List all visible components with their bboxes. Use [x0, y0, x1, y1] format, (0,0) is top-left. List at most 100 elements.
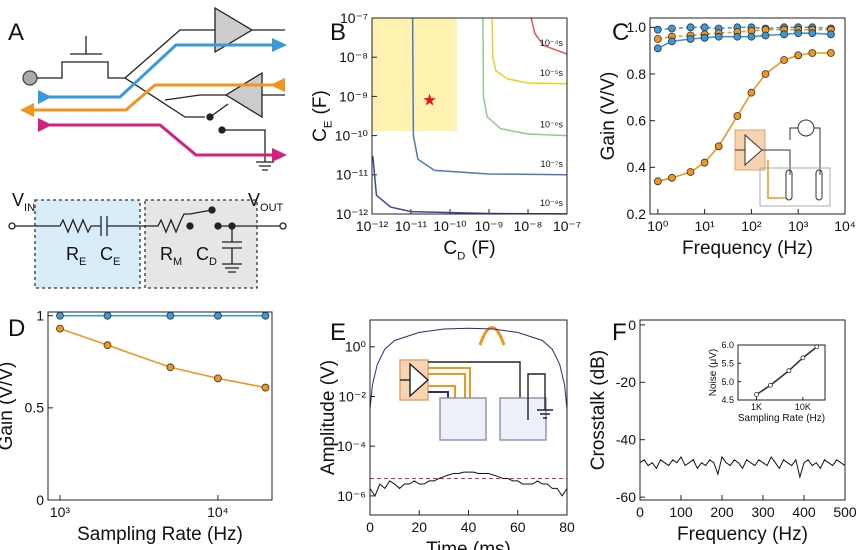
x-tick-label: 10⁻⁸: [514, 218, 543, 234]
marker: [761, 31, 770, 40]
label-sub: IN: [24, 202, 35, 214]
axis-label: Frequency (Hz): [682, 238, 813, 259]
marker: [808, 49, 817, 57]
panel-letter: E: [330, 319, 346, 346]
marker: [794, 29, 803, 38]
series-line: [657, 28, 831, 40]
x-tick-label: 10⁻⁷: [553, 218, 581, 234]
x-tick-label: 10⁻¹²: [356, 218, 389, 234]
marker: [103, 341, 112, 350]
axis-label: Sampling Rate (Hz): [738, 413, 825, 424]
contour-line: [482, 17, 568, 137]
inset-background: [738, 345, 825, 400]
marker: [714, 142, 723, 151]
label-sub: D: [209, 256, 217, 268]
marker: [768, 382, 773, 388]
y-tick-label: 10⁻⁷: [340, 10, 368, 26]
x-tick-label: 300: [751, 504, 775, 520]
contour-line: [530, 17, 568, 55]
axis-label: Noise (μV): [708, 349, 719, 396]
label-text: V: [248, 190, 260, 210]
series-line: [657, 32, 831, 50]
marker: [754, 392, 759, 397]
inset-icon-e: [399, 326, 553, 441]
marker: [794, 51, 803, 60]
marker: [733, 112, 742, 120]
series-line: [369, 471, 568, 497]
marker: [166, 311, 175, 320]
x-tick-label: 10³: [50, 504, 71, 520]
axes-frame: [737, 344, 826, 401]
x-tick-label: 10K: [795, 402, 811, 412]
axis-label-unit: (F): [310, 90, 331, 114]
inset-icon-c: [734, 119, 831, 207]
y-tick-label: 4.5: [721, 395, 734, 405]
marker: [700, 158, 709, 167]
contour-label: 10⁻⁸s: [540, 198, 564, 208]
marker: [808, 29, 817, 38]
shaded-region: [372, 18, 457, 132]
y-tick-label: 10⁻¹⁰: [335, 128, 369, 144]
marker: [261, 383, 270, 392]
marker: [668, 173, 676, 182]
contour-line: [491, 17, 568, 85]
label-text: R: [160, 244, 173, 264]
axis-label: CE (F): [310, 90, 335, 142]
panel-letter: C: [612, 19, 629, 46]
x-tick-label: 40: [461, 519, 477, 535]
marker: [827, 49, 835, 57]
marker: [653, 25, 662, 34]
x-tick-label: 10³: [788, 218, 809, 234]
marker: [103, 311, 112, 320]
y-tick-label: 10⁻⁶: [337, 488, 366, 504]
marker: [653, 177, 662, 186]
y-tick-label: 10⁻⁸: [339, 49, 368, 65]
axis-label: Amplitude (V): [318, 360, 339, 475]
c-e-label: CE: [100, 244, 120, 268]
label-text: C: [100, 244, 113, 264]
marker: [786, 368, 792, 374]
marker: [214, 311, 222, 320]
contour-line: [372, 156, 568, 215]
marker: [780, 30, 789, 39]
axis-label: Sampling Rate (Hz): [77, 524, 243, 545]
star-marker: [423, 93, 436, 106]
panel-letter: B: [330, 19, 346, 46]
x-tick-label: 400: [792, 504, 816, 520]
label-text: C: [196, 244, 209, 264]
x-tick-label: 10⁻⁹: [475, 218, 504, 234]
marker: [686, 23, 695, 32]
y-tick-label: 0.8: [627, 66, 647, 82]
marker: [56, 324, 64, 333]
contour-line: [411, 17, 568, 176]
r-m-label: RM: [160, 244, 182, 268]
y-tick-label: 5.0: [721, 377, 734, 387]
c-d-label: CD: [196, 244, 217, 268]
marker: [761, 70, 770, 78]
x-tick-label: 1K: [751, 402, 762, 412]
y-tick-label: 0.6: [627, 113, 647, 129]
axis-label: Gain (V/V): [0, 362, 17, 451]
panel-letter: F: [612, 319, 627, 346]
y-tick-label: 10⁻⁴: [337, 438, 366, 454]
marker: [686, 168, 695, 176]
axis-label-text: C: [443, 238, 457, 259]
v-in-label: VIN: [12, 190, 35, 214]
marker: [827, 30, 835, 39]
y-tick-label: 0.5: [25, 400, 45, 416]
label-sub: OUT: [260, 202, 284, 214]
series-line: [59, 327, 266, 389]
label-text: R: [66, 244, 79, 264]
axis-label: Gain (V/V): [598, 72, 619, 161]
y-tick-label: 0.2: [627, 206, 647, 222]
y-tick-label: 6.0: [721, 340, 734, 350]
series-line: [639, 455, 846, 480]
charts: B10⁻¹² 10⁻¹¹ 10⁻¹⁰ 10⁻⁹ 10⁻⁸ 10⁻⁷10⁻¹²10⁻¹¹10…: [0, 10, 857, 550]
marker: [800, 355, 806, 361]
marker: [714, 32, 723, 41]
y-tick-label: 0: [36, 492, 44, 508]
contour-label: 10⁻⁴s: [540, 38, 564, 48]
y-tick-label: -60: [616, 489, 636, 505]
x-tick-label: 80: [559, 519, 575, 535]
x-tick-label: 10⁻¹¹: [395, 218, 428, 234]
